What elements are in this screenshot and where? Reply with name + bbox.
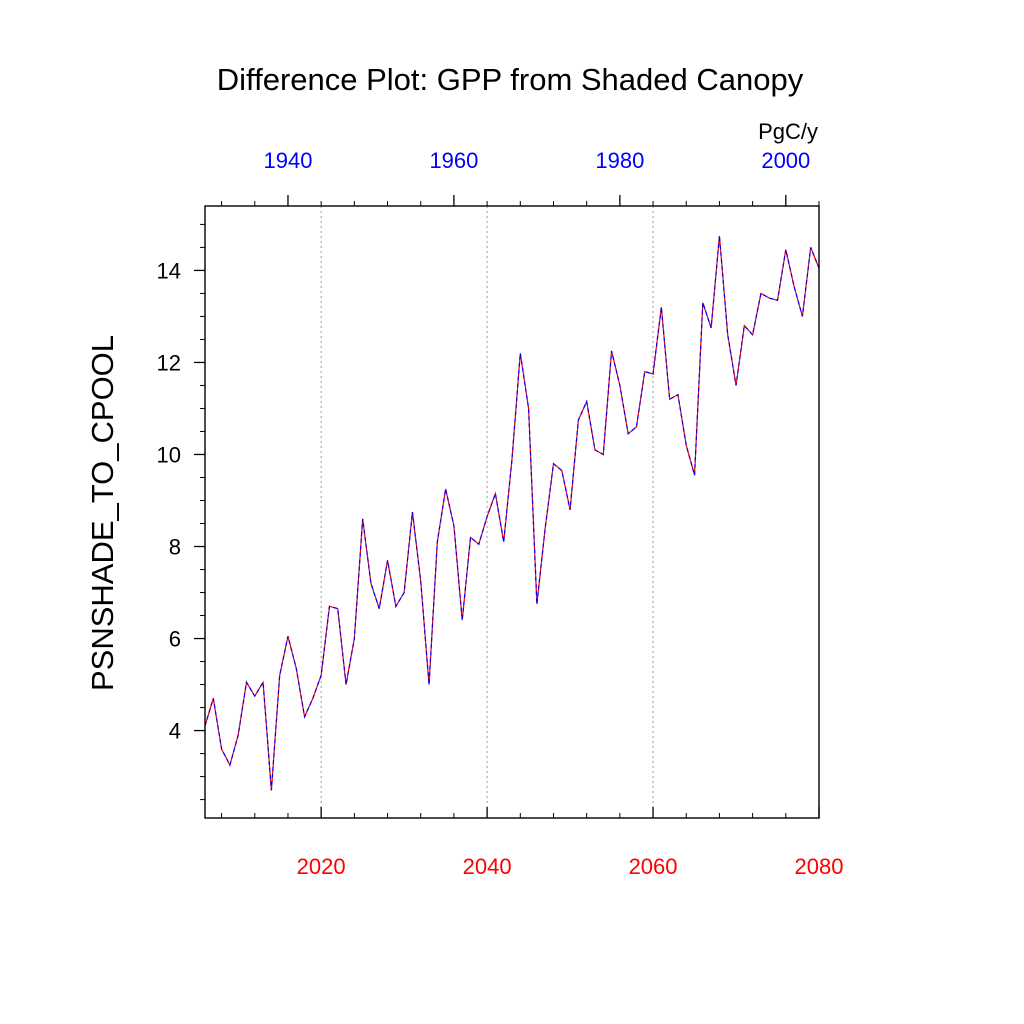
bottom-tick-label-3: 2080 [795,854,844,879]
series-line-1 [204,235,820,791]
bottom-tick-label-0: 2020 [297,854,346,879]
series-layer [204,235,820,791]
y-tick-label-4: 12 [157,350,181,375]
y-tick-label-2: 8 [169,535,181,560]
bottom-tick-label-1: 2040 [463,854,512,879]
plot-frame [204,205,820,819]
y-axis: 4 6 8 10 12 14 [157,258,205,744]
top-tick-label-1: 1960 [429,148,478,173]
y-tick-label-1: 6 [169,627,181,652]
y-tick-label-0: 4 [169,719,181,744]
series-line-0 [204,235,820,791]
bottom-tick-label-2: 2060 [629,854,678,879]
gridlines [320,206,654,818]
y-tick-label-5: 14 [157,258,181,283]
top-x-axis: 1940 1960 1980 2000 [263,148,810,206]
chart-title: Difference Plot: GPP from Shaded Canopy [217,62,804,97]
units-label: PgC/y [758,119,818,144]
top-tick-label-2: 1980 [595,148,644,173]
y-axis-label: PSNSHADE_TO_CPOOL [85,335,120,691]
top-tick-label-3: 2000 [761,148,810,173]
y-tick-label-3: 10 [157,442,181,467]
top-tick-label-0: 1940 [263,148,312,173]
minor-ticks [200,201,820,818]
bottom-x-axis: 2020 2040 2060 2080 [297,807,844,879]
